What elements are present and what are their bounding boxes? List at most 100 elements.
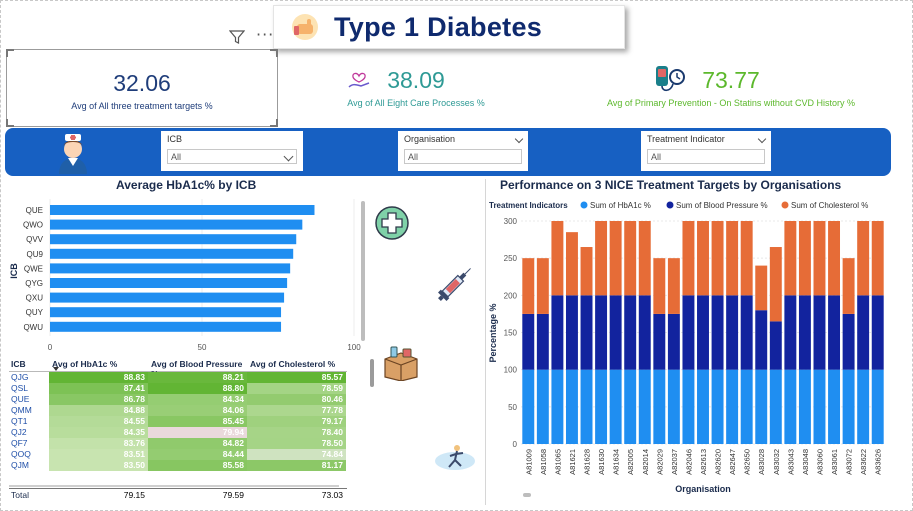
bar-segment-a81630-0[interactable] [595,369,608,444]
bar-segment-a81058-1[interactable] [536,313,549,370]
bar-segment-a83626-2[interactable] [871,221,884,296]
chart-horizontal-scrollbar[interactable] [523,493,531,497]
column-header[interactable]: Avg of HbA1c % [52,359,118,369]
bar-qvv[interactable] [50,234,297,245]
bar-segment-a82647-2[interactable] [726,221,739,296]
bar-qu9[interactable] [50,248,294,259]
legend-marker[interactable] [580,201,588,209]
bar-segment-a83043-2[interactable] [784,221,797,296]
filter-icon[interactable] [229,29,245,45]
bar-segment-a81058-2[interactable] [536,258,549,314]
bar-segment-a83622-0[interactable] [857,369,870,444]
icb-table[interactable]: ICB Avg of HbA1c % Avg of Blood Pressure… [9,359,347,471]
bar-segment-a82014-1[interactable] [638,295,651,370]
bar-segment-a81621-1[interactable] [565,295,578,370]
column-header[interactable]: ICB [11,359,26,369]
chart-scrollbar[interactable] [361,201,365,341]
bar-segment-a83028-1[interactable] [755,310,768,370]
bar-segment-a82037-1[interactable] [667,313,680,370]
bar-qyg[interactable] [50,278,288,288]
bar-segment-a81634-0[interactable] [609,369,622,444]
hba1c-bar-chart[interactable]: 0 50 100 QUE QWO QVV QU9 QWE QYG QXU QUY QWU ICB [5,193,361,357]
bar-segment-a81621-2[interactable] [565,232,578,296]
bar-segment-a82647-0[interactable] [726,369,739,444]
bar-segment-a83622-1[interactable] [857,295,870,370]
bar-segment-a82613-1[interactable] [697,295,709,370]
bar-segment-a83072-1[interactable] [842,313,855,370]
table-row[interactable]: QSL 87.41 88.80 78.59 [9,383,347,394]
bar-segment-a83060-1[interactable] [813,295,826,370]
bar-segment-a83032-0[interactable] [769,369,782,444]
bar-segment-a81065-1[interactable] [551,295,564,370]
bar-segment-a82014-0[interactable] [638,369,651,444]
bar-segment-a83032-2[interactable] [769,247,782,322]
legend-marker[interactable] [666,201,674,209]
bar-segment-a83061-1[interactable] [828,295,841,370]
bar-segment-a83032-1[interactable] [769,321,782,370]
nice-targets-stacked-chart[interactable]: Treatment Indicators Sum of HbA1c % Sum of… [487,196,891,496]
table-row[interactable]: QJ2 84.35 79.94 78.40 [9,427,347,438]
table-row[interactable]: QUE 86.78 84.34 80.46 [9,394,347,405]
bar-que[interactable] [50,205,315,215]
bar-segment-a83622-2[interactable] [857,221,870,296]
bar-segment-a83048-0[interactable] [798,369,811,444]
table-row[interactable]: QJM 83.50 85.58 81.17 [9,460,347,471]
kpi-card-care-processes[interactable]: 38.09 Avg of All Eight Care Processes % [291,67,541,108]
bar-segment-a83048-2[interactable] [798,221,811,296]
bar-qwu[interactable] [50,321,282,332]
bar-segment-a83048-1[interactable] [798,295,811,370]
bar-segment-a83072-2[interactable] [842,258,855,314]
legend-label[interactable]: Sum of Blood Pressure % [676,201,768,210]
legend-marker[interactable] [781,201,789,209]
bar-segment-a82046-0[interactable] [682,369,695,444]
icb-dropdown[interactable]: All [167,149,297,164]
treatment-indicator-dropdown[interactable]: All [647,149,765,164]
bar-segment-a82650-2[interactable] [740,221,753,296]
bar-segment-a83060-0[interactable] [813,369,826,444]
table-horizontal-scrollbar[interactable] [9,485,339,487]
bar-segment-a83072-0[interactable] [842,369,855,444]
table-scrollbar[interactable] [370,359,374,387]
bar-segment-a81634-2[interactable] [609,221,622,296]
bar-segment-a82613-0[interactable] [697,369,709,444]
table-row[interactable]: QMM 84.88 84.06 77.78 [9,405,347,416]
bar-segment-a83061-0[interactable] [828,369,841,444]
bar-qwo[interactable] [50,219,303,230]
bar-quy[interactable] [50,307,282,318]
bar-segment-a82037-0[interactable] [667,369,680,444]
bar-segment-a82046-1[interactable] [682,295,695,370]
bar-segment-a81628-1[interactable] [580,295,593,370]
bar-segment-a82650-1[interactable] [740,295,753,370]
sort-descending-icon[interactable] [53,367,59,371]
bar-segment-a82037-2[interactable] [667,258,680,314]
bar-segment-a82005-1[interactable] [624,295,637,370]
bar-segment-a83043-1[interactable] [784,295,797,370]
bar-segment-a82613-2[interactable] [697,221,709,296]
legend-label[interactable]: Sum of HbA1c % [590,201,651,210]
bar-segment-a83061-2[interactable] [828,221,841,296]
bar-segment-a82014-2[interactable] [638,221,651,296]
column-header[interactable]: Avg of Cholesterol % [250,359,336,369]
bar-segment-a82620-0[interactable] [711,369,724,444]
bar-segment-a83028-0[interactable] [755,369,768,444]
bar-segment-a81065-2[interactable] [551,221,564,296]
bar-qwe[interactable] [50,263,291,274]
bar-segment-a81628-2[interactable] [580,247,593,296]
bar-segment-a81630-1[interactable] [595,295,608,370]
kpi-card-treatment-targets[interactable]: 32.06 Avg of All three treatment targets… [6,49,278,127]
bar-segment-a82005-0[interactable] [624,369,637,444]
bar-segment-a82029-0[interactable] [653,369,666,444]
table-row[interactable]: QT1 84.55 85.45 79.17 [9,416,347,427]
bar-segment-a82650-0[interactable] [740,369,753,444]
legend-label[interactable]: Sum of Cholesterol % [791,201,868,210]
bar-segment-a82620-2[interactable] [711,221,724,296]
bar-segment-a83060-2[interactable] [813,221,826,296]
column-header[interactable]: Avg of Blood Pressure % [151,359,243,379]
bar-segment-a81630-2[interactable] [595,221,608,296]
bar-segment-a82046-2[interactable] [682,221,695,296]
table-row[interactable]: QJG 88.83 88.21 85.57 [9,372,347,383]
bar-segment-a81621-0[interactable] [565,369,578,444]
bar-segment-a83028-2[interactable] [755,265,768,311]
bar-segment-a81009-0[interactable] [522,369,535,444]
table-row[interactable]: QOQ 83.51 84.44 74.84 [9,449,347,460]
